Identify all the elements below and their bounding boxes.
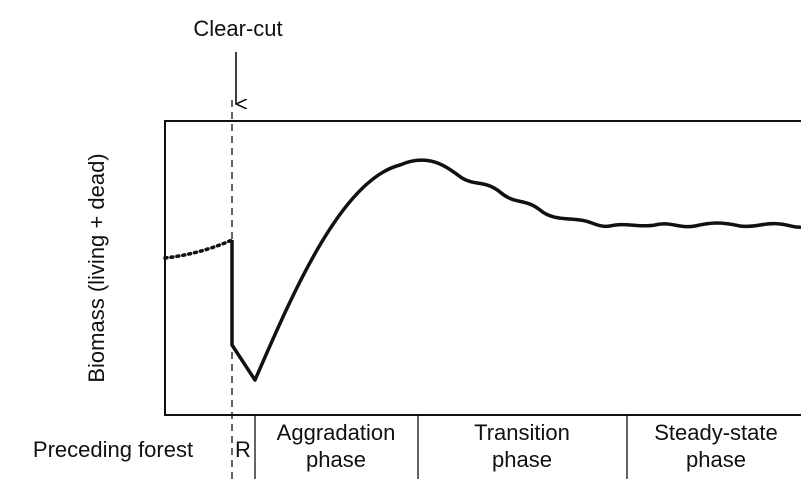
phase-label: phase: [306, 447, 366, 472]
phase-label: Aggradation: [277, 420, 396, 445]
phase-label: Steady-state: [654, 420, 778, 445]
phase-label: phase: [492, 447, 552, 472]
phase-label: Transition: [474, 420, 570, 445]
annotation: Clear-cut: [193, 16, 282, 41]
plot-frame: [164, 120, 801, 416]
phase-label: phase: [686, 447, 746, 472]
preceding-curve: [163, 238, 234, 260]
phase-label: R: [235, 437, 251, 462]
biomass-curve: [230, 158, 801, 382]
phase-label: Preceding forest: [33, 437, 193, 462]
y-axis-label: Biomass (living + dead): [84, 153, 109, 382]
